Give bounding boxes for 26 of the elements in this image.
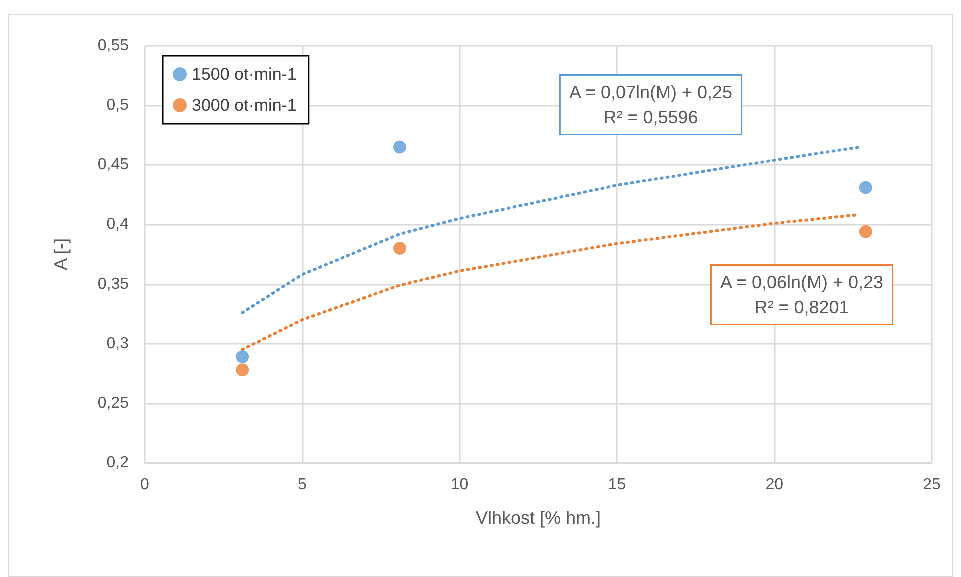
y-axis-title: A [-] — [51, 238, 71, 271]
point — [859, 181, 872, 194]
x-tick-label: 10 — [450, 476, 469, 494]
annotation: A = 0,06ln(M) + 0,23 R² = 0,8201 — [720, 272, 884, 318]
annotation: A = 0,07ln(M) + 0,25 R² = 0,5596 — [569, 82, 733, 128]
y-tick-label: 0,4 — [106, 216, 130, 234]
y-tick-label: 0,35 — [98, 276, 130, 293]
point — [394, 242, 406, 256]
point — [394, 140, 406, 154]
y-tick-label: 0,45 — [98, 156, 130, 174]
x-tick-label: 0 — [140, 476, 150, 494]
point — [236, 364, 250, 377]
x-tick-label: 15 — [608, 476, 626, 494]
y-tick-label: 0,25 — [98, 394, 130, 412]
legend-label: 1500 ot·min-1 — [192, 65, 297, 84]
x-tick-label: 25 — [923, 476, 941, 494]
legend-label: 3000 ot·min-1 — [192, 96, 297, 115]
y-tick-label: 0,2 — [106, 454, 130, 472]
point — [859, 225, 872, 238]
x-axis-title: Vlhkost [% hm.] — [476, 508, 602, 528]
y-tick-label: 0,5 — [106, 97, 130, 114]
y-tick-label: 0,3 — [106, 335, 130, 352]
y-tick-label: 0,55 — [98, 38, 130, 54]
x-tick-label: 20 — [766, 476, 784, 494]
point — [236, 350, 250, 364]
x-tick-label: 5 — [298, 476, 307, 494]
